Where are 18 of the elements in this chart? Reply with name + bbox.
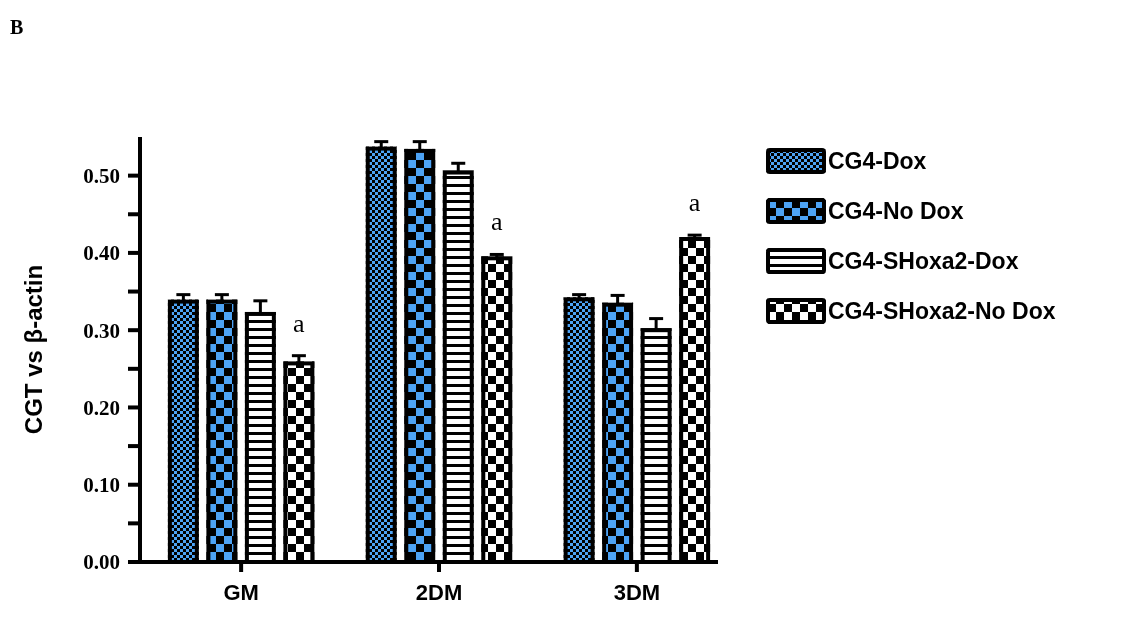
text: B: [10, 16, 24, 38]
y-tick-label: 0.40: [83, 241, 120, 266]
legend-label: CG4-SHoxa2-Dox: [828, 248, 1019, 275]
y-tick-label: 0.20: [83, 395, 120, 420]
annotation: a: [688, 188, 701, 218]
y-tick-label: 0.30: [83, 318, 120, 343]
y-tick-label: 0.50: [83, 163, 120, 188]
legend-label: CG4-No Dox: [828, 198, 964, 225]
y-axis-title: CGT vs β-actin: [20, 264, 47, 435]
annotation: a: [293, 308, 306, 338]
legend-label: CG4-Dox: [828, 148, 927, 175]
y-tick-label: 0.00: [83, 550, 120, 575]
legend-label: CG4-SHoxa2-No Dox: [828, 298, 1056, 325]
y-tick-label: 0.10: [83, 473, 120, 498]
annotation: a: [490, 207, 503, 237]
x-tick-label: GM: [223, 580, 259, 605]
x-tick-label: 2DM: [415, 580, 463, 605]
x-tick-label: 3DM: [613, 580, 661, 605]
